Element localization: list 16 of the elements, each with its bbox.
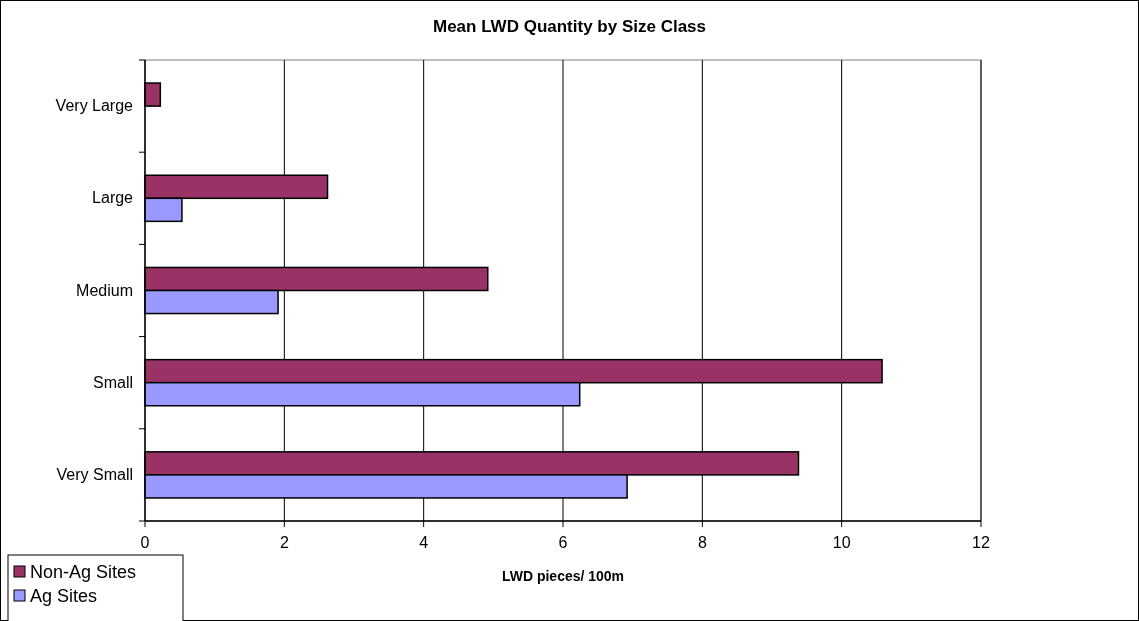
x-axis-title: LWD pieces/ 100m (501, 568, 625, 584)
x-tick-label: 0 (140, 534, 150, 551)
x-tick-label: 8 (697, 534, 707, 551)
x-tick-label: 2 (279, 534, 289, 551)
x-tick-label: 4 (419, 534, 429, 551)
y-tick-label: Medium (76, 281, 133, 299)
x-tick-label: 12 (972, 534, 990, 551)
x-tick-label: 10 (832, 534, 851, 551)
legend-label: Ag Sites (30, 586, 98, 606)
x-tick-label: 6 (558, 534, 568, 551)
y-tick-label: Very Small (56, 465, 133, 483)
y-tick-label: Large (92, 189, 134, 207)
chart-title: Mean LWD Quantity by Size Class (432, 17, 707, 36)
y-tick-label: Very Large (55, 97, 134, 115)
y-tick-label: Small (92, 373, 133, 391)
legend-label: Non-Ag Sites (30, 562, 137, 582)
